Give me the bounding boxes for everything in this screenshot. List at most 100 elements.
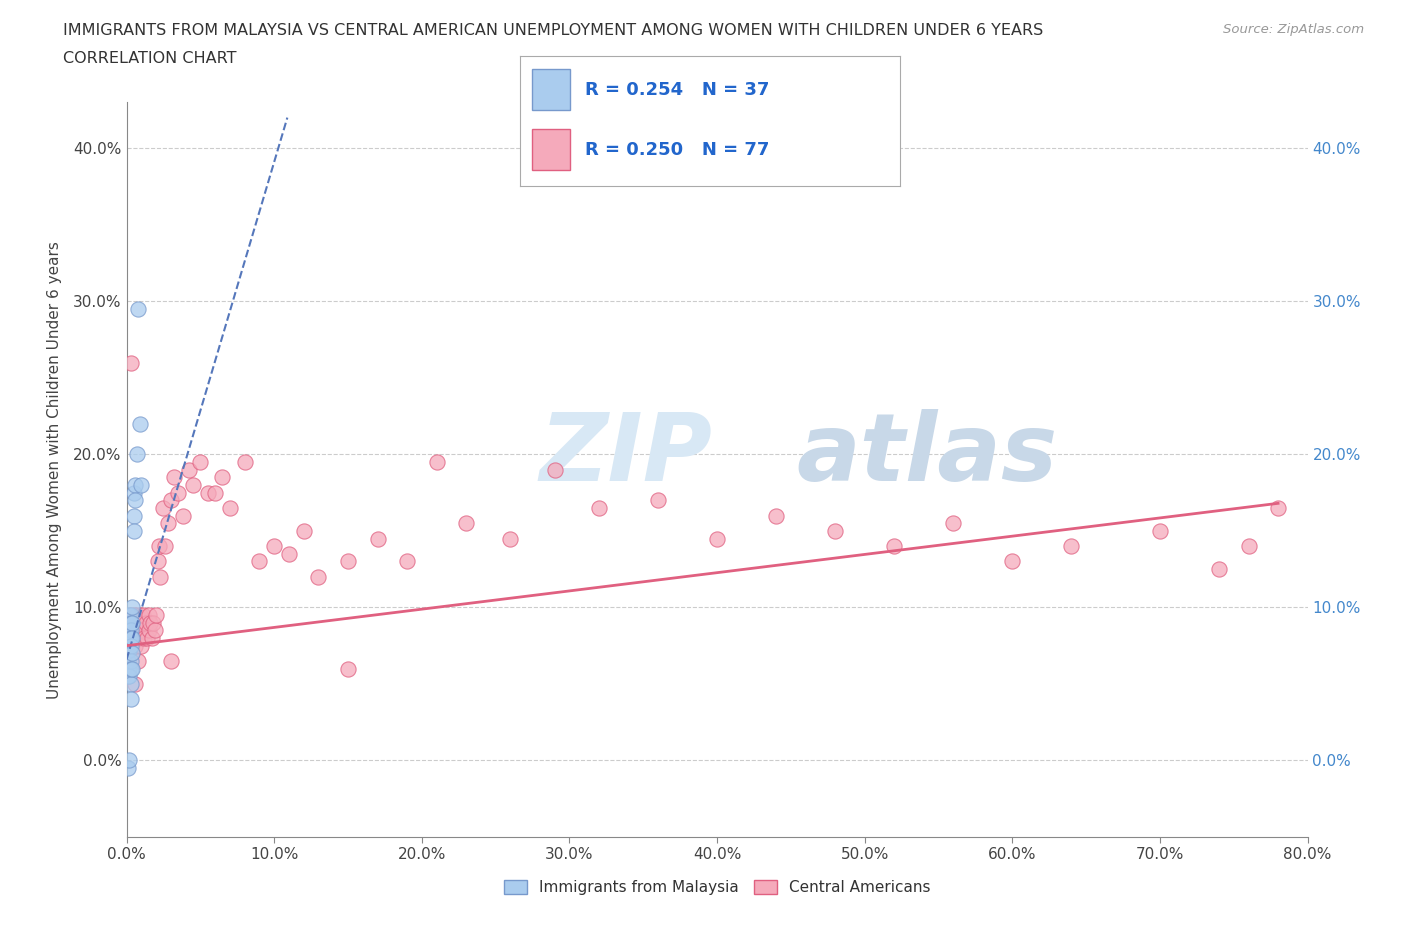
Point [138, 623, 160, 638]
Point [120, 654, 142, 669]
Point [499, 531, 522, 546]
Point [118, 753, 141, 768]
Point [211, 470, 233, 485]
Point [128, 631, 150, 645]
Y-axis label: Unemployment Among Women with Children Under 6 years: Unemployment Among Women with Children U… [46, 241, 62, 698]
Point [456, 516, 478, 531]
Point [128, 417, 150, 432]
Point [120, 623, 142, 638]
Point [118, 661, 141, 676]
Point [167, 485, 190, 500]
Point [425, 455, 447, 470]
Point [145, 607, 167, 622]
Point [124, 493, 146, 508]
Point [122, 524, 145, 538]
Point [149, 569, 172, 584]
Point [120, 631, 142, 645]
Point [138, 607, 160, 622]
Point [121, 616, 143, 631]
Point [197, 485, 219, 500]
Point [129, 638, 153, 653]
Point [122, 485, 145, 500]
Point [396, 554, 419, 569]
Point [117, 616, 139, 631]
Point [121, 600, 143, 615]
Legend: Immigrants from Malaysia, Central Americans: Immigrants from Malaysia, Central Americ… [496, 872, 938, 903]
Point [125, 607, 148, 622]
Point [146, 554, 169, 569]
Point [124, 477, 146, 492]
Point [1237, 538, 1260, 553]
Point [118, 669, 141, 684]
Point [942, 516, 965, 531]
Point [129, 477, 153, 492]
Point [142, 616, 165, 631]
Point [117, 669, 139, 684]
Point [1149, 524, 1171, 538]
Point [118, 623, 141, 638]
Point [117, 631, 139, 645]
Point [128, 607, 150, 622]
Point [337, 661, 360, 676]
Point [153, 538, 176, 553]
Point [127, 301, 149, 316]
Point [765, 508, 787, 523]
Point [160, 654, 183, 669]
Point [172, 508, 194, 523]
Point [120, 355, 142, 370]
Point [278, 547, 301, 562]
Point [160, 493, 183, 508]
Point [122, 607, 145, 622]
Point [118, 623, 141, 638]
Point [177, 462, 200, 477]
Point [120, 692, 142, 707]
Point [706, 531, 728, 546]
Point [117, 654, 139, 669]
Point [136, 631, 159, 645]
Point [204, 485, 226, 500]
Point [120, 661, 142, 676]
Point [120, 607, 142, 622]
Point [121, 623, 143, 638]
Point [824, 524, 846, 538]
Point [117, 761, 139, 776]
Point [181, 477, 204, 492]
Point [249, 554, 271, 569]
Point [143, 623, 166, 638]
Point [122, 508, 145, 523]
Point [647, 493, 669, 508]
Point [120, 607, 142, 622]
Point [121, 645, 143, 660]
Bar [531, 69, 569, 111]
Point [1267, 500, 1289, 515]
Text: ZIP: ZIP [540, 409, 713, 501]
Bar [531, 128, 569, 170]
Point [124, 616, 146, 631]
Point [125, 447, 148, 462]
Text: Source: ZipAtlas.com: Source: ZipAtlas.com [1223, 23, 1364, 36]
Point [337, 554, 360, 569]
Point [219, 500, 242, 515]
Point [308, 569, 330, 584]
Point [141, 631, 163, 645]
Point [118, 643, 141, 658]
Point [148, 538, 170, 553]
Point [124, 638, 146, 653]
Point [122, 631, 145, 645]
Point [118, 607, 141, 622]
Point [163, 470, 186, 485]
Text: atlas: atlas [796, 409, 1057, 501]
Point [117, 638, 139, 653]
Point [121, 631, 143, 645]
Point [120, 676, 142, 691]
Point [292, 524, 315, 538]
Point [134, 631, 156, 645]
Point [120, 631, 142, 645]
Text: CORRELATION CHART: CORRELATION CHART [63, 51, 236, 66]
Point [120, 638, 142, 653]
Point [188, 455, 212, 470]
Text: R = 0.254   N = 37: R = 0.254 N = 37 [585, 81, 769, 99]
Point [118, 638, 141, 653]
Point [152, 500, 174, 515]
Point [124, 676, 146, 691]
